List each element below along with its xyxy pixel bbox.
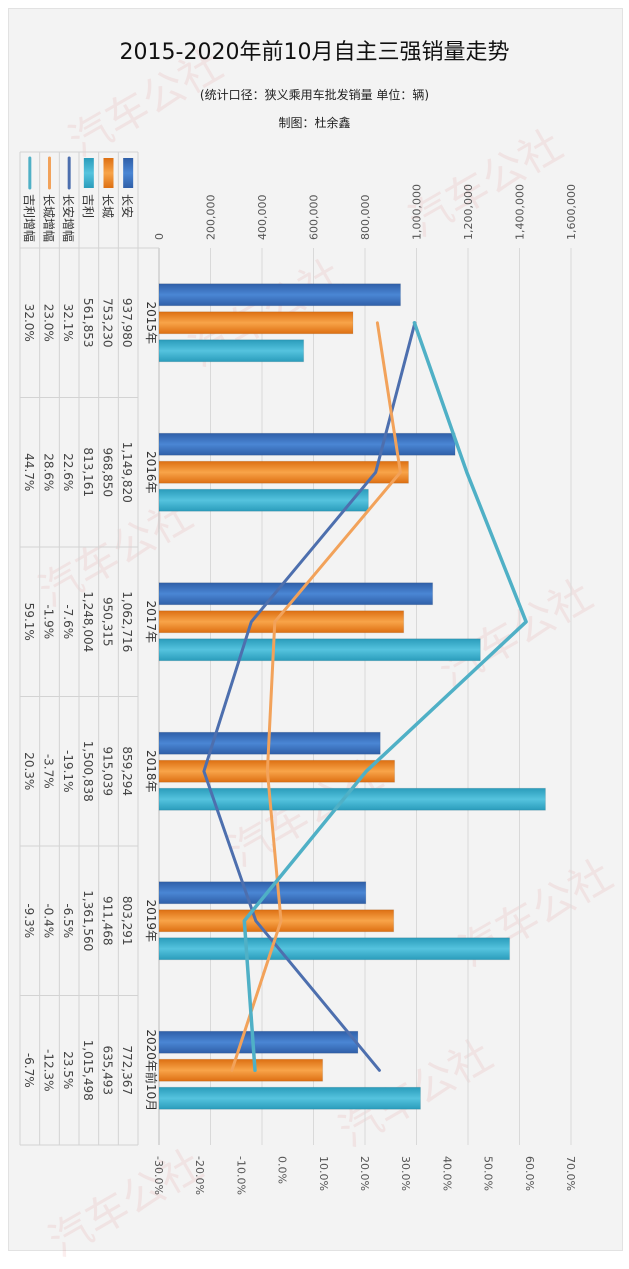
table-value: 44.7% [22,453,36,491]
chart-title: 2015-2020年前10月自主三强销量走势 [119,40,510,65]
table-value: 950,315 [101,597,115,647]
table-value: 1,149,820 [120,442,134,503]
table-value: 1,248,004 [81,591,95,652]
chart-author: 制图：杜余鑫 [278,116,351,130]
table-value: 28.6% [42,453,56,491]
legend-label: 长城增幅 [42,194,57,242]
bar-axis-tick-label: 200,000 [205,195,218,241]
table-value: 32.0% [22,304,36,342]
percent-axis-tick-label: -30.0% [152,1156,165,1195]
table-value: 803,291 [120,896,134,946]
bar-axis-tick-label: 1,000,000 [411,184,424,240]
table-value: -12.3% [42,1049,56,1091]
percent-axis-tick-label: 30.0% [399,1156,412,1191]
category-label: 2015年 [144,301,158,344]
bar [158,937,511,961]
bar [158,432,456,456]
legend-swatch [83,158,94,188]
chart-subtitle: (统计口径：狭义乘用车批发销量 单位：辆) [199,88,430,102]
table-value: 22.6% [61,453,75,491]
percent-axis-tick-label: 20.0% [358,1156,371,1191]
bar-axis-tick-label: 1,200,000 [462,184,475,240]
bar-axis-tick-label: 600,000 [308,195,321,241]
percent-axis-tick-label: 40.0% [440,1156,453,1191]
legend-label: 长安增幅 [61,194,76,242]
table-value: 1,361,560 [81,890,95,951]
table-value: 23.5% [61,1051,75,1089]
category-label: 2020年前10月 [144,1029,159,1111]
legend-label: 吉利增幅 [22,194,37,242]
percent-axis-tick-label: 50.0% [482,1156,495,1191]
bar [158,909,395,933]
legend-swatch [103,158,114,188]
category-label: 2016年 [144,451,158,494]
table-value: 23.0% [42,304,56,342]
table-value: -19.1% [61,750,75,792]
table-value: -7.6% [61,604,75,639]
bar [158,311,354,335]
bar [158,283,402,307]
bar [158,339,305,363]
legend-swatch [123,158,134,188]
table-value: 20.3% [22,752,36,790]
table-value: 32.1% [61,304,75,342]
bar-axis-tick-label: 400,000 [256,195,269,241]
table-value: 561,853 [81,298,95,348]
legend-label: 长安 [120,194,135,218]
bar [158,460,409,484]
percent-axis-tick-label: 60.0% [523,1156,536,1191]
bar-axis-tick-label: 1,600,000 [565,184,578,240]
bar-axis-tick-label: 1,400,000 [514,184,527,240]
table-value: -1.9% [42,604,56,639]
table-value: 915,039 [101,746,115,796]
table-value: 1,500,838 [81,741,95,802]
bar [158,488,369,512]
legend-label: 吉利 [81,194,95,218]
series-line [230,321,402,1072]
table-value: 1,015,498 [81,1040,95,1101]
bar [158,759,396,783]
category-label: 2017年 [144,600,158,643]
bar-axis-tick-label: 0 [153,233,166,240]
table-value: 911,468 [101,896,115,946]
table-value: 59.1% [22,603,36,641]
legend-label: 长城 [101,194,115,218]
table-value: 968,850 [101,447,115,497]
table-value: 813,161 [81,447,95,497]
percent-axis-tick-label: 10.0% [317,1156,330,1191]
table-value: -9.3% [22,903,36,938]
bar [158,610,405,634]
bar [158,1058,324,1082]
bar [158,582,434,606]
table-value: 1,062,716 [120,591,134,652]
category-label: 2019年 [144,899,158,942]
table-value: -6.7% [22,1053,36,1088]
percent-axis-tick-label: -10.0% [234,1156,247,1195]
table-value: 772,367 [120,1045,134,1095]
table-value: -6.5% [61,903,75,938]
bar [158,1030,359,1054]
category-label: 2018年 [144,750,158,793]
bar-axis-tick-label: 800,000 [359,195,372,241]
series-line [242,321,528,1073]
table-value: -3.7% [42,754,56,789]
bar [158,881,367,905]
percent-axis-tick-label: 0.0% [276,1156,289,1184]
percent-axis-tick-label: -20.0% [193,1156,206,1195]
bar [158,638,481,662]
bar [158,1086,421,1110]
table-value: 859,294 [120,746,134,796]
table-value: 635,493 [101,1045,115,1095]
series-line [202,321,417,1072]
table-value: -0.4% [42,903,56,938]
table-value: 937,980 [120,298,134,348]
percent-axis-tick-label: 70.0% [564,1156,577,1191]
table-value: 753,230 [101,298,115,348]
